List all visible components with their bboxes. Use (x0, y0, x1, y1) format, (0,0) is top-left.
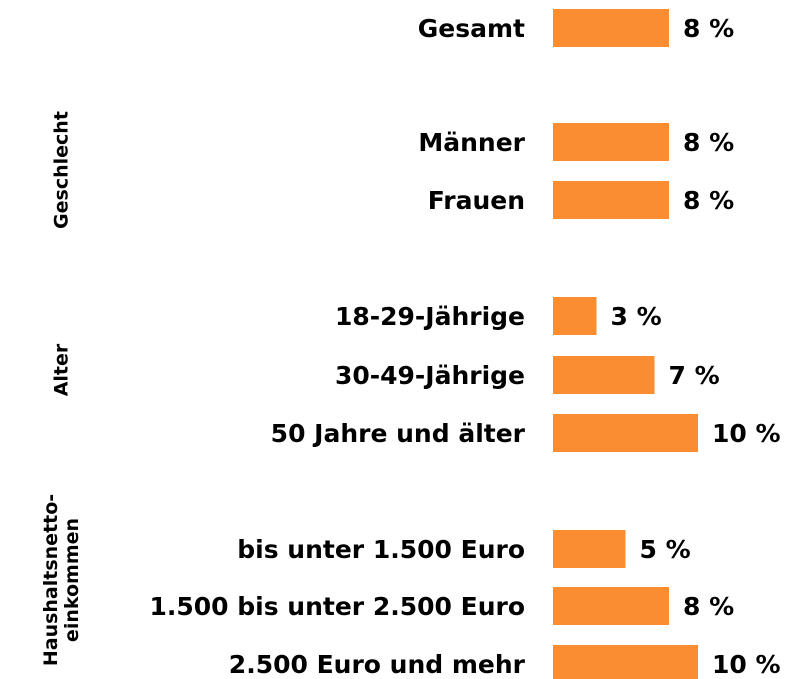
bar (553, 356, 655, 394)
value-label: 7 % (669, 361, 720, 390)
group-label: Alter (51, 343, 73, 396)
bar (553, 123, 669, 161)
category-label: 1.500 bis unter 2.500 Euro (149, 592, 525, 621)
value-label: 10 % (712, 650, 781, 679)
group-label: Geschlecht (51, 111, 73, 229)
value-label: 8 % (683, 14, 734, 43)
category-label: Männer (418, 128, 525, 157)
bar (553, 9, 669, 47)
bar (553, 587, 669, 625)
bar (553, 530, 626, 568)
bar (553, 297, 597, 335)
category-label: 18-29-Jährige (335, 302, 525, 331)
value-label: 10 % (712, 419, 781, 448)
category-label: Frauen (428, 186, 525, 215)
bar (553, 414, 698, 452)
category-label: 30-49-Jährige (335, 361, 525, 390)
group-label: einkommen (61, 518, 83, 642)
bar (553, 181, 669, 219)
value-label: 3 % (611, 302, 662, 331)
group-label: Haushaltsnetto- (40, 494, 62, 666)
value-label: 8 % (683, 186, 734, 215)
category-label: 2.500 Euro und mehr (229, 650, 526, 679)
value-label: 8 % (683, 128, 734, 157)
bar (553, 645, 698, 679)
category-label: 50 Jahre und älter (271, 419, 526, 448)
value-label: 8 % (683, 592, 734, 621)
category-label: Gesamt (418, 14, 525, 43)
value-label: 5 % (640, 535, 691, 564)
category-label: bis unter 1.500 Euro (237, 535, 525, 564)
